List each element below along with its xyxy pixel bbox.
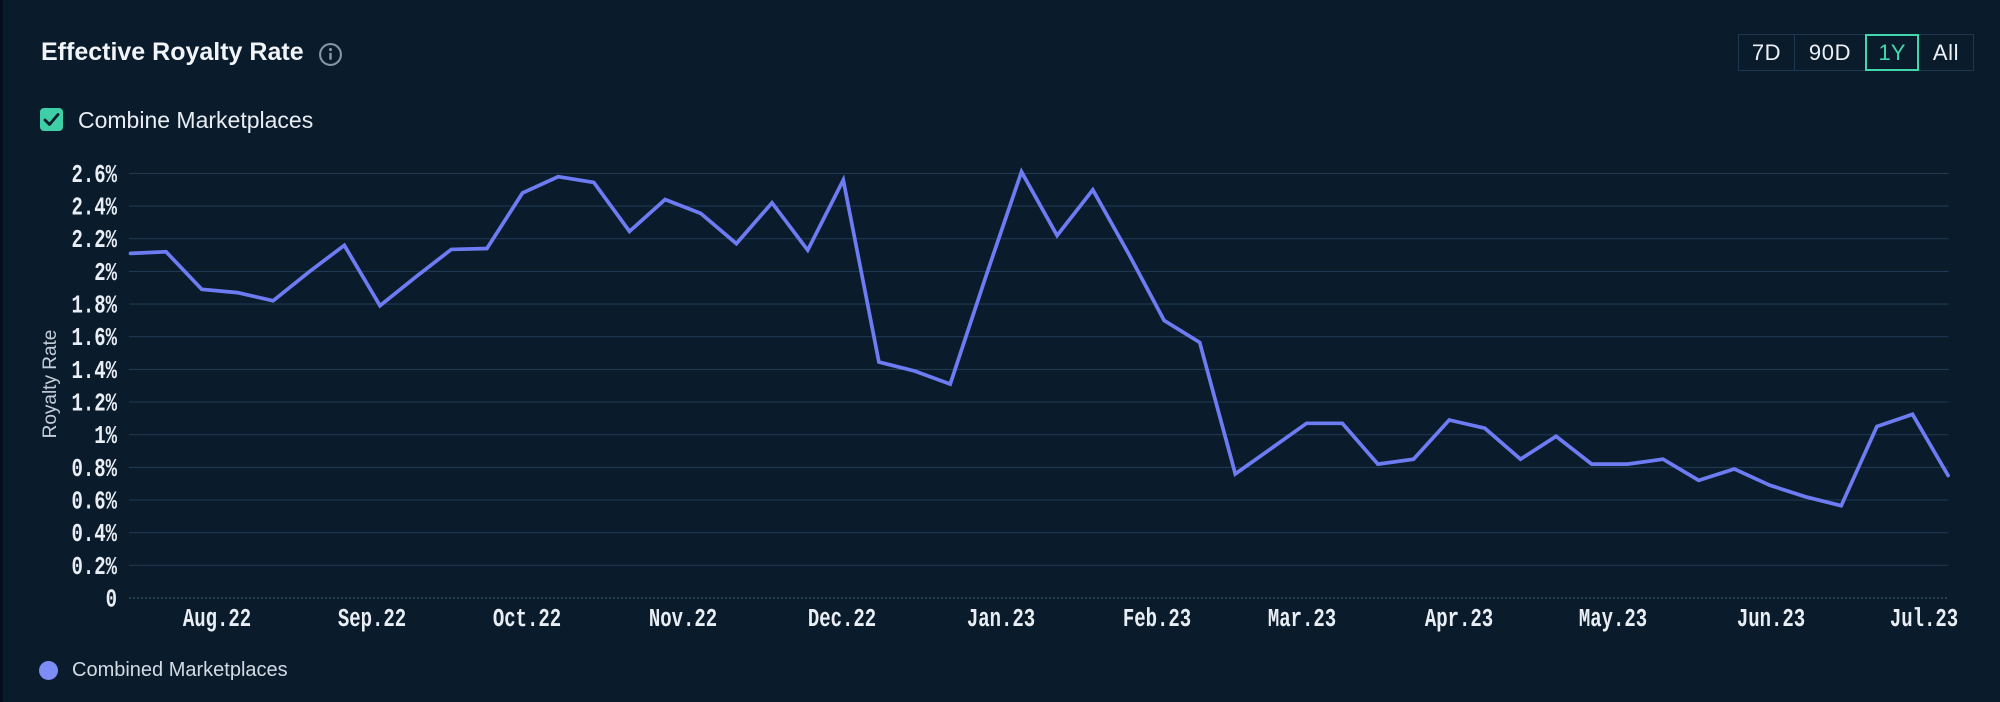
svg-text:0.6%: 0.6% [71, 487, 117, 517]
svg-text:0.4%: 0.4% [71, 519, 117, 549]
svg-text:Mar.23: Mar.23 [1268, 604, 1336, 634]
svg-text:Dec.22: Dec.22 [808, 604, 876, 634]
svg-text:0.2%: 0.2% [71, 552, 117, 582]
svg-text:Sep.22: Sep.22 [338, 604, 406, 634]
svg-text:Nov.22: Nov.22 [649, 604, 717, 634]
svg-text:May.23: May.23 [1579, 604, 1647, 634]
svg-text:1.8%: 1.8% [71, 291, 117, 321]
svg-text:2.2%: 2.2% [71, 225, 117, 255]
svg-text:1.2%: 1.2% [71, 389, 117, 419]
svg-text:Oct.22: Oct.22 [493, 604, 561, 634]
svg-text:0.8%: 0.8% [71, 454, 117, 484]
svg-text:Royalty Rate: Royalty Rate [40, 330, 61, 439]
svg-text:Jul.23: Jul.23 [1890, 604, 1958, 634]
svg-text:1.6%: 1.6% [71, 323, 117, 353]
svg-text:2.6%: 2.6% [71, 160, 117, 190]
svg-text:Aug.22: Aug.22 [183, 604, 251, 634]
svg-text:1%: 1% [94, 421, 117, 451]
svg-text:2.4%: 2.4% [71, 193, 117, 223]
svg-text:0: 0 [106, 585, 117, 615]
svg-text:Jun.23: Jun.23 [1737, 604, 1805, 634]
svg-text:Jan.23: Jan.23 [967, 604, 1035, 634]
svg-text:2%: 2% [94, 258, 117, 288]
svg-text:Feb.23: Feb.23 [1123, 604, 1191, 634]
svg-text:1.4%: 1.4% [71, 356, 117, 386]
svg-text:Apr.23: Apr.23 [1425, 604, 1493, 634]
